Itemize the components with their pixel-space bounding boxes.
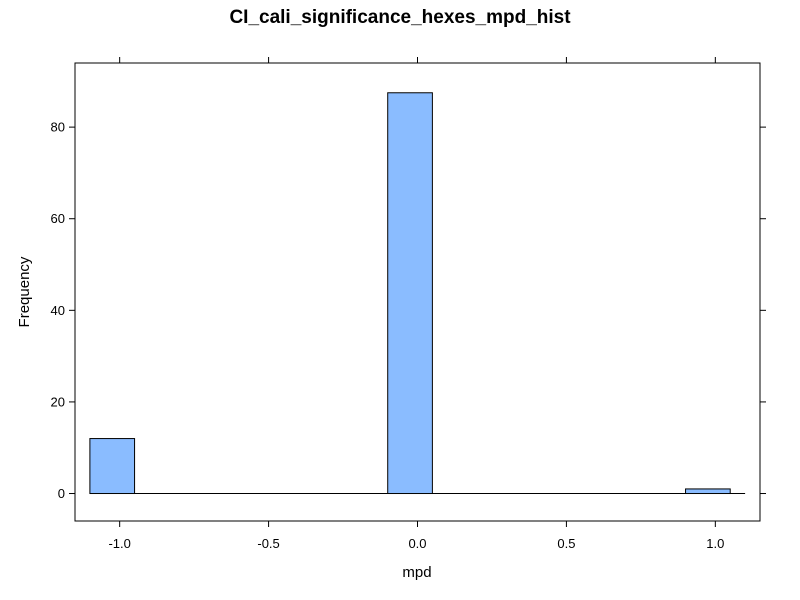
y-tick-label: 0 — [58, 486, 65, 501]
x-tick-label: -1.0 — [108, 536, 130, 551]
y-tick-label: 40 — [51, 303, 65, 318]
y-tick-label: 80 — [51, 120, 65, 135]
histogram-bar-3 — [685, 488, 731, 495]
x-tick-label: 0.5 — [557, 536, 575, 551]
y-tick-label: 60 — [51, 211, 65, 226]
plot-frame — [74, 62, 761, 522]
x-tick-label: 0.0 — [408, 536, 426, 551]
bars-layer — [89, 92, 746, 495]
histogram-bar-2 — [387, 92, 433, 495]
histogram-bar-1 — [89, 438, 136, 495]
chart-title: CI_cali_significance_hexes_mpd_hist — [229, 7, 571, 28]
y-tick-label: 20 — [51, 394, 65, 409]
x-axis-label: mpd — [402, 564, 431, 581]
x-tick-label: -0.5 — [257, 536, 279, 551]
y-axis-label: Frequency — [16, 256, 33, 327]
x-tick-label: 1.0 — [706, 536, 724, 551]
ticks-layer: -1.0 -0.5 0.0 0.5 1.0 0 20 40 60 80 — [51, 57, 766, 551]
